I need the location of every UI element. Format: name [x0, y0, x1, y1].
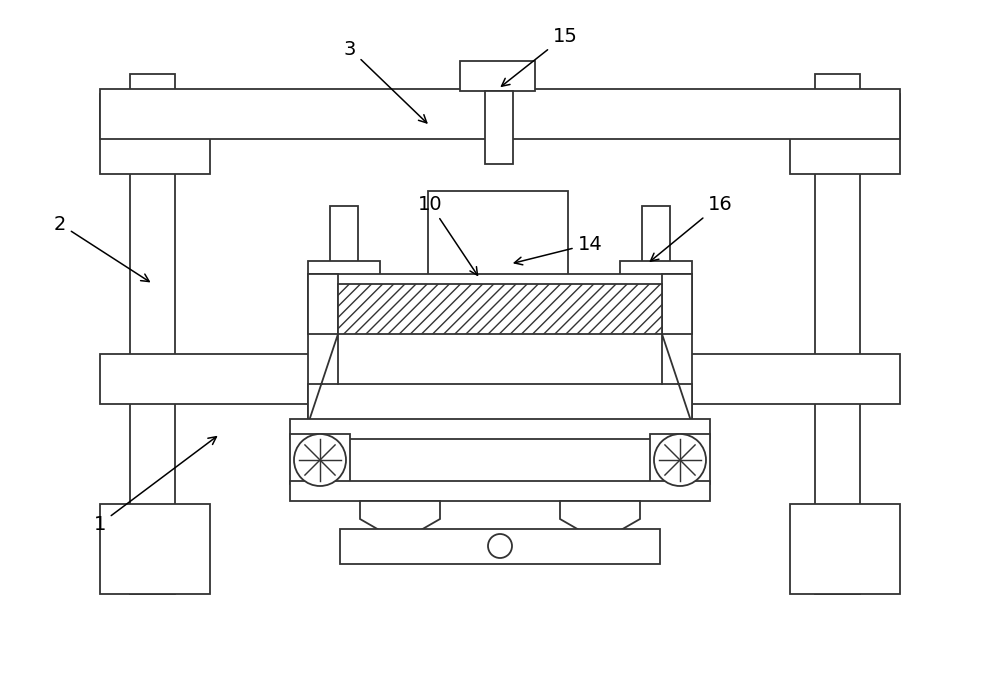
- Text: 3: 3: [344, 40, 427, 123]
- Bar: [100, 504, 210, 594]
- Bar: [642, 206, 670, 301]
- Bar: [650, 434, 710, 484]
- Bar: [290, 419, 710, 439]
- Polygon shape: [560, 501, 640, 542]
- Text: 15: 15: [502, 26, 577, 86]
- Bar: [340, 529, 660, 564]
- Bar: [290, 434, 350, 484]
- Polygon shape: [360, 501, 440, 542]
- Bar: [485, 91, 513, 164]
- Bar: [330, 206, 358, 301]
- Bar: [790, 94, 900, 174]
- Bar: [460, 61, 535, 91]
- Bar: [100, 89, 900, 139]
- Bar: [100, 94, 210, 174]
- Bar: [662, 274, 692, 334]
- Bar: [620, 261, 692, 279]
- Circle shape: [654, 434, 706, 486]
- Circle shape: [488, 534, 512, 558]
- Polygon shape: [662, 334, 692, 424]
- Text: 14: 14: [514, 235, 602, 265]
- Bar: [130, 74, 175, 594]
- Text: 16: 16: [650, 194, 732, 261]
- Bar: [100, 354, 900, 404]
- Bar: [308, 274, 692, 424]
- Bar: [308, 261, 380, 279]
- Bar: [428, 191, 568, 306]
- Bar: [815, 74, 860, 594]
- Bar: [338, 284, 662, 334]
- Bar: [308, 274, 338, 334]
- Text: 10: 10: [418, 194, 478, 276]
- Text: 2: 2: [54, 214, 149, 282]
- Polygon shape: [308, 334, 338, 424]
- Text: 1: 1: [94, 437, 216, 534]
- Bar: [790, 504, 900, 594]
- Circle shape: [294, 434, 346, 486]
- Bar: [290, 481, 710, 501]
- Bar: [330, 279, 670, 301]
